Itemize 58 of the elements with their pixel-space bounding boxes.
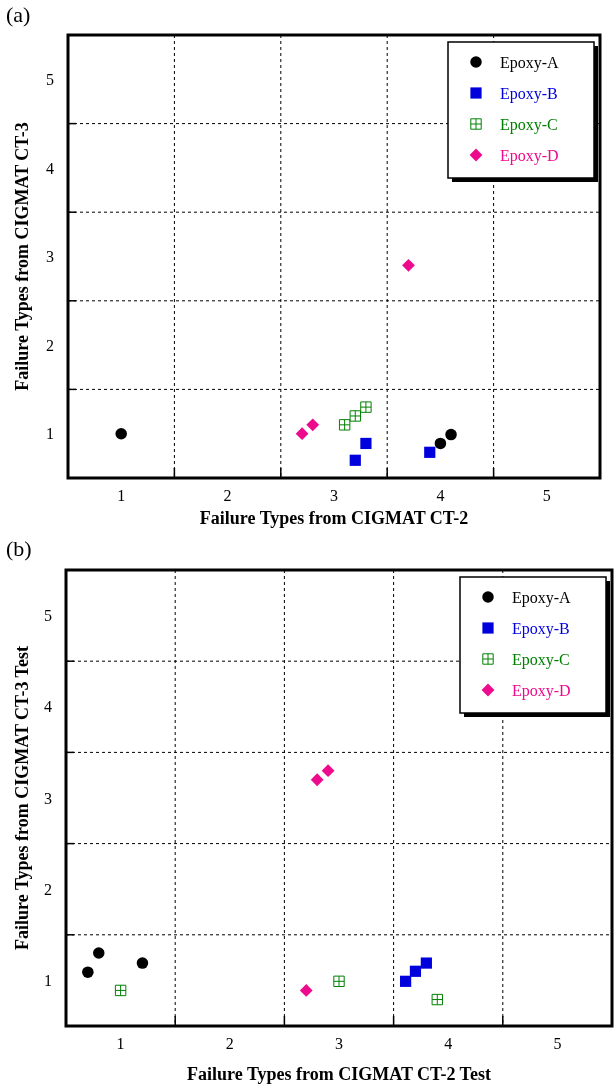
y-tick-label: 5 <box>44 607 52 625</box>
x-axis-title: Failure Types from CIGMAT CT-2 Test <box>187 1064 491 1084</box>
point <box>445 428 457 441</box>
point <box>93 947 105 959</box>
y-tick-label: 2 <box>44 880 52 898</box>
x-tick-label: 5 <box>542 487 551 504</box>
point <box>409 965 422 977</box>
legend-label: Epoxy-D <box>512 681 571 700</box>
point <box>431 993 443 1006</box>
point <box>136 957 149 969</box>
x-tick-label: 1 <box>116 1035 125 1052</box>
x-axis-title: Failure Types from CIGMAT CT-2 <box>199 508 469 528</box>
x-tick-label: 4 <box>444 1035 453 1052</box>
legend-label: Epoxy-A <box>500 53 560 72</box>
point <box>402 258 415 272</box>
chart-title: (a) <box>6 2 31 27</box>
y-tick-label: 4 <box>46 159 54 177</box>
x-tick-label: 5 <box>553 1035 562 1052</box>
point <box>400 975 412 987</box>
x-tick-label: 2 <box>225 1035 234 1052</box>
legend-label: Epoxy-B <box>512 619 570 638</box>
point <box>115 427 127 440</box>
x-tick-label: 1 <box>117 487 126 504</box>
point <box>306 418 320 432</box>
x-tick-label: 2 <box>223 487 232 504</box>
y-axis-title: Failure Types from CIGMAT CT-3 <box>12 122 32 391</box>
point <box>295 427 309 441</box>
y-tick-label: 4 <box>44 698 52 716</box>
legend-label: Epoxy-B <box>500 84 558 103</box>
x-tick-label: 3 <box>330 487 338 504</box>
y-tick-label: 3 <box>44 789 52 807</box>
y-tick-label: 1 <box>44 972 52 989</box>
point <box>360 401 372 413</box>
chart-title: (b) <box>6 536 32 561</box>
y-tick-label: 5 <box>46 70 54 88</box>
y-axis-title: Failure Types from CIGMAT CT-3 Test <box>12 646 32 950</box>
legend-label: Epoxy-C <box>512 650 570 669</box>
point <box>310 773 324 787</box>
x-tick-label: 3 <box>335 1035 343 1052</box>
point <box>82 966 94 978</box>
point <box>338 419 351 431</box>
point <box>360 437 372 450</box>
point <box>299 984 313 997</box>
y-tick-label: 2 <box>46 336 54 354</box>
legend-label: Epoxy-D <box>500 146 559 165</box>
point <box>349 454 361 466</box>
x-tick-label: 4 <box>436 487 445 504</box>
point <box>424 446 436 458</box>
point <box>420 957 432 969</box>
y-tick-label: 3 <box>46 248 54 266</box>
point <box>333 975 345 988</box>
point <box>321 764 335 778</box>
point <box>434 437 447 450</box>
point <box>349 410 361 422</box>
legend-label: Epoxy-A <box>512 588 572 607</box>
legend-label: Epoxy-C <box>500 115 558 134</box>
y-tick-label: 1 <box>46 425 54 443</box>
point <box>114 984 127 997</box>
